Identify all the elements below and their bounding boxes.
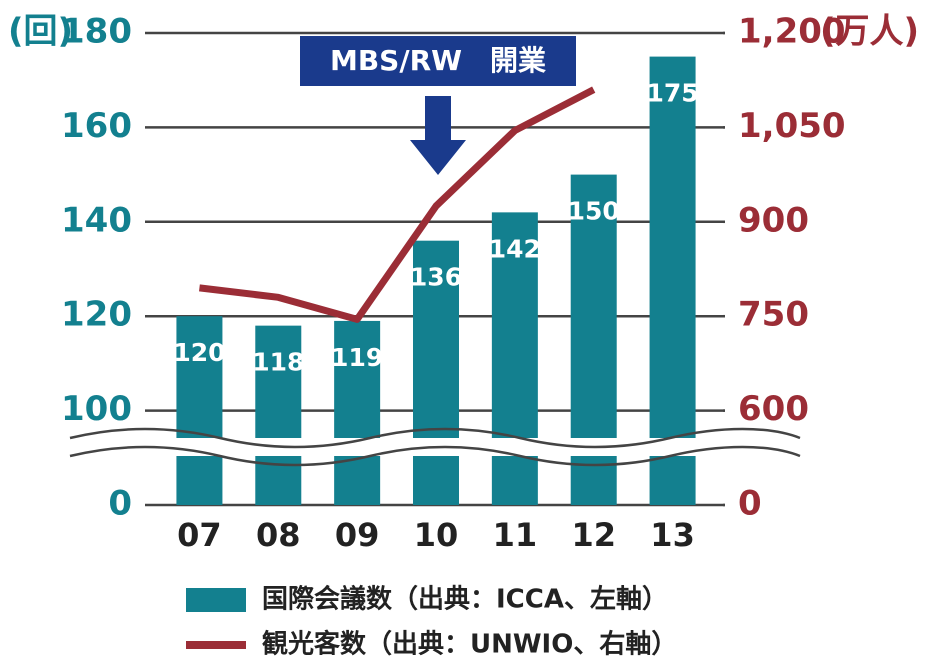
annotation: MBS/RW 開業 [330,44,546,77]
y2-tick-label: 1,050 [738,106,846,146]
x-tick-label: 10 [414,516,459,554]
bar [413,240,459,505]
x-tick-label: 12 [571,516,616,554]
legend-swatch [186,588,246,612]
value-label: 119 [331,343,383,372]
x-tick-label: 11 [493,516,538,554]
bar [334,320,381,505]
y-tick-label: 100 [61,389,132,429]
y2-unit: (万人) [820,12,919,52]
x-tick-label: 09 [335,516,380,554]
plot [145,31,725,507]
bar [255,325,302,505]
y-unit: (回) [8,12,73,52]
y2-tick-label: 750 [738,295,809,335]
value-label: 136 [410,263,462,292]
value-label: 175 [646,79,698,108]
y-tick-label: 140 [61,200,132,240]
bar [176,316,223,505]
y2-tick-label: 0 [738,484,762,524]
break-line [69,445,801,467]
annotation-box [300,36,576,86]
annotation-arrow [410,96,466,175]
y-tick-label: 0 [108,484,132,524]
bar [649,56,696,505]
value-label: 120 [173,338,225,367]
y2-tick-label: 900 [738,200,809,240]
value-label: 150 [568,197,620,226]
axis-break [69,427,801,467]
bar [491,212,538,506]
y2-tick-label: 600 [738,389,809,429]
y-tick-label: 180 [61,12,132,52]
x-tick-label: 08 [256,516,301,554]
y-tick-label: 160 [61,106,132,146]
x-tick-label: 07 [177,516,222,554]
x-tick-label: 13 [650,516,695,554]
legend-label: 国際会議数（出典：ICCA、左軸） [262,584,668,615]
legend-label: 観光客数（出典：UNWIO、右軸） [262,629,677,660]
break-line [69,427,801,449]
value-label: 118 [252,348,304,377]
y2-tick-label: 1,200 [738,12,846,52]
y-tick-label: 120 [61,295,132,335]
line [199,86,596,323]
value-label: 142 [489,234,541,263]
